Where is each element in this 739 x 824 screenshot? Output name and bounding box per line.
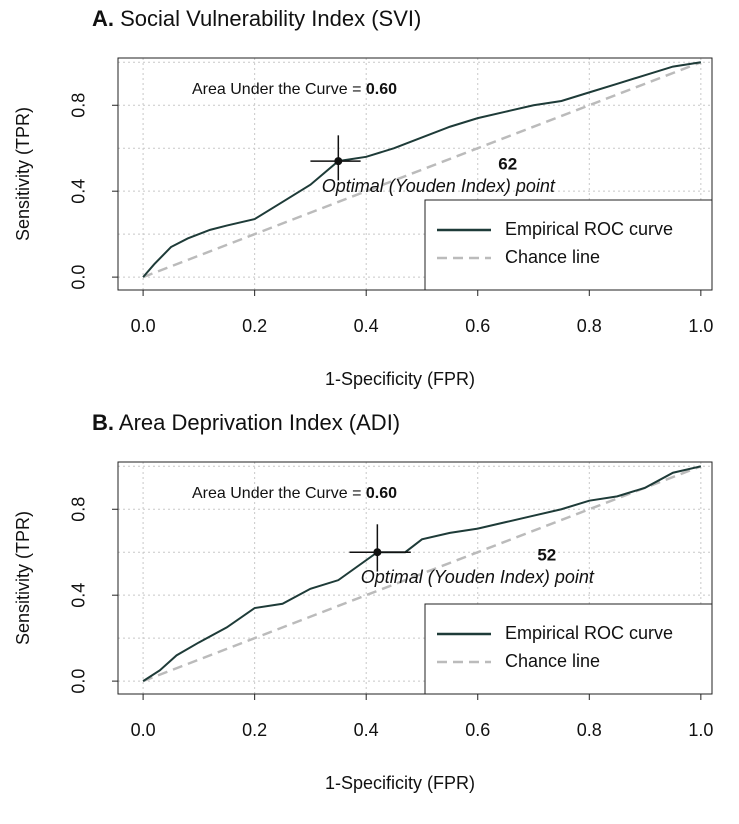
legend-label: Chance line xyxy=(505,247,600,267)
x-tick-label: 0.2 xyxy=(242,720,267,740)
chart-title: A. Social Vulnerability Index (SVI) xyxy=(92,6,421,31)
optimal-text: Optimal (Youden Index) point xyxy=(322,176,556,196)
y-axis-label: Sensitivity (TPR) xyxy=(13,511,33,645)
x-tick-label: 1.0 xyxy=(688,720,713,740)
panel-label: B. xyxy=(92,410,114,435)
optimal-label: 52 xyxy=(537,546,556,565)
x-tick-label: 0.2 xyxy=(242,316,267,336)
line-series xyxy=(142,465,702,682)
x-tick-label: 0.6 xyxy=(465,316,490,336)
x-tick-label: 0.6 xyxy=(465,720,490,740)
optimal-point xyxy=(373,548,382,557)
line-series xyxy=(142,61,701,278)
x-tick-label: 1.0 xyxy=(688,316,713,336)
y-tick-label: 0.8 xyxy=(69,497,89,522)
y-tick-label: 0.4 xyxy=(69,179,89,204)
y-tick-label: 0.8 xyxy=(69,93,89,118)
y-tick-label: 0.0 xyxy=(69,669,89,694)
optimal-text: Optimal (Youden Index) point xyxy=(361,567,595,587)
chart-title: B. Area Deprivation Index (ADI) xyxy=(92,410,400,435)
panel: B. Area Deprivation Index (ADI) 0.0 0.2 0.4… xyxy=(13,410,714,793)
auc-text: Area Under the Curve = xyxy=(192,81,361,98)
line-series xyxy=(142,465,702,683)
legend-box xyxy=(424,199,713,291)
legend-label: Empirical ROC curve xyxy=(505,219,673,239)
title-text: Social Vulnerability Index (SVI) xyxy=(120,6,421,31)
x-tick-label: 0.0 xyxy=(131,316,156,336)
legend-label: Empirical ROC curve xyxy=(505,623,673,643)
legend-label: Chance line xyxy=(505,651,600,671)
x-tick-label: 0.8 xyxy=(577,316,602,336)
y-tick-label: 0.0 xyxy=(69,265,89,290)
panel-label: A. xyxy=(92,6,114,31)
panel: A. Social Vulnerability Index (SVI) 0.0 0.… xyxy=(13,6,714,389)
auc-annotation: Area Under the Curve = 0.60 xyxy=(192,81,397,98)
y-tick-label: 0.4 xyxy=(69,583,89,608)
x-tick-label: 0.8 xyxy=(577,720,602,740)
plot-frame xyxy=(117,57,713,291)
x-tick-label: 0.4 xyxy=(354,316,379,336)
optimal-label: 62 xyxy=(498,155,517,174)
optimal-point xyxy=(334,157,343,166)
legend-box xyxy=(424,603,713,695)
x-tick-label: 0.4 xyxy=(354,720,379,740)
auc-text: Area Under the Curve = xyxy=(192,485,361,502)
x-axis-label: 1-Specificity (FPR) xyxy=(325,773,475,793)
auc-annotation: Area Under the Curve = 0.60 xyxy=(192,485,397,502)
title-text: Area Deprivation Index (ADI) xyxy=(119,410,400,435)
y-axis-label: Sensitivity (TPR) xyxy=(13,107,33,241)
auc-value: 0.60 xyxy=(366,485,397,502)
auc-value: 0.60 xyxy=(366,81,397,98)
x-axis-label: 1-Specificity (FPR) xyxy=(325,369,475,389)
line-series xyxy=(142,61,702,279)
x-tick-label: 0.0 xyxy=(131,720,156,740)
plot-frame xyxy=(117,461,713,695)
